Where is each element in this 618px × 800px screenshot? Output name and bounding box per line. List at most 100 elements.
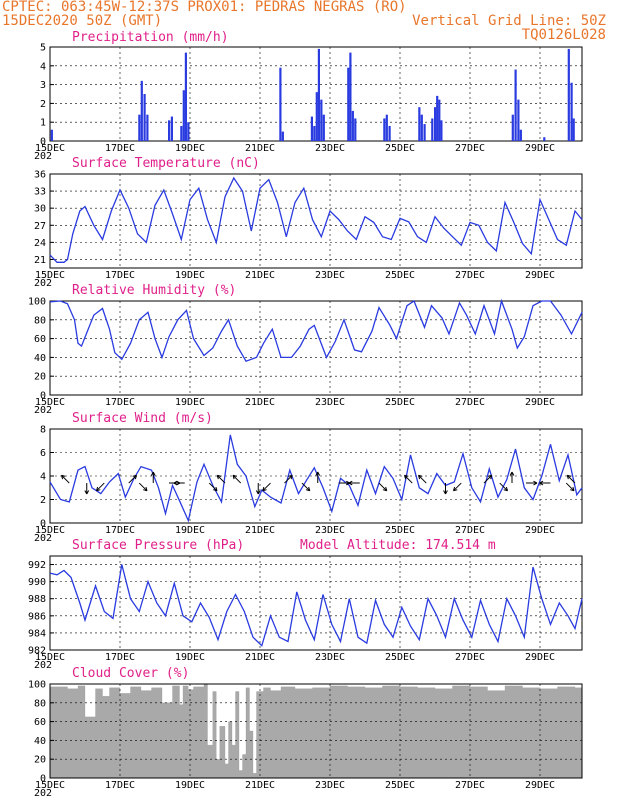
precip-ytick-label: 2 <box>40 99 46 110</box>
precip-bar <box>140 80 143 141</box>
cloud-xtick-label: 17DEC <box>105 780 135 791</box>
precip-bar <box>146 114 149 141</box>
rh-ytick-label: 20 <box>34 372 46 383</box>
wind-ytick-label: 4 <box>40 472 46 483</box>
pressure-model-altitude: Model Altitude: 174.514 m <box>300 538 496 553</box>
precip-bar <box>320 99 323 141</box>
rh-ytick-label: 80 <box>34 315 46 326</box>
wind-vector-arrow <box>509 471 515 484</box>
pressure-title: Surface Pressure (hPa) <box>72 538 244 553</box>
precip-bar <box>570 82 573 141</box>
wind-vector-arrow <box>60 474 70 484</box>
precip-bar <box>420 114 423 141</box>
wind-vector-arrow <box>138 482 148 492</box>
precip-bar <box>180 125 183 141</box>
precip-bar <box>322 114 325 141</box>
temp-xtick-label: 21DEC <box>245 270 275 281</box>
precip-bar <box>50 129 53 141</box>
cloud-title: Cloud Cover (%) <box>72 666 189 681</box>
wind-ytick-label: 2 <box>40 495 46 506</box>
precip-xtick-label: 17DEC <box>105 143 135 154</box>
cloud-xtick-label: 29DEC <box>525 780 555 791</box>
wind-xtick-label: 17DEC <box>105 525 135 536</box>
temp-xtick-label: 25DEC <box>385 270 415 281</box>
pressure-line <box>49 564 583 647</box>
temp-frame <box>49 173 583 269</box>
precip-ytick-label: 5 <box>40 43 46 54</box>
precip-bar <box>436 95 439 141</box>
precip-bar <box>440 120 443 141</box>
precip-bar <box>567 48 570 141</box>
pressure-ytick-label: 982 <box>28 646 46 657</box>
pressure-ytick-label: 992 <box>28 560 46 571</box>
rh-xtick-label: 21DEC <box>245 397 275 408</box>
cloud-xtick-label: 15DEC <box>35 780 65 791</box>
cloud-ytick-label: 40 <box>34 736 46 747</box>
wind-vector-arrow <box>84 483 90 495</box>
wind-ytick-label: 0 <box>40 519 46 530</box>
wind-vector-arrow <box>128 474 138 484</box>
wind-line <box>49 434 583 523</box>
precip-xtick-label: 29DEC <box>525 143 555 154</box>
precip-bar <box>519 129 522 141</box>
precip-bar <box>514 69 517 141</box>
precip-bar <box>572 118 575 141</box>
wind-vector-arrow <box>483 474 493 484</box>
wind-vector-arrow <box>216 474 226 484</box>
cloud-area <box>49 683 583 779</box>
rh-xtick-label: 23DEC <box>315 397 345 408</box>
wind-xtick-label: 29DEC <box>525 525 555 536</box>
wind-vector-arrow <box>208 482 218 492</box>
temp-year-fragment: 202 <box>34 278 52 289</box>
pressure-xtick-label: 25DEC <box>385 652 415 663</box>
wind-xtick-label: 21DEC <box>245 525 275 536</box>
precip-bar <box>184 52 187 141</box>
cloud-xtick-label: 23DEC <box>315 780 345 791</box>
temp-xtick-label: 17DEC <box>105 270 135 281</box>
wind-vector-arrow <box>348 480 360 486</box>
wind-xtick-label: 23DEC <box>315 525 345 536</box>
precip-bar <box>317 48 320 141</box>
rh-ytick-label: 40 <box>34 353 46 364</box>
precip-bar <box>511 114 514 141</box>
temp-xtick-label: 27DEC <box>455 270 485 281</box>
header-model-id: TQ0126L028 <box>522 27 606 43</box>
precip-bar <box>279 67 282 141</box>
precip-bar <box>388 125 391 141</box>
temp-xtick-label: 19DEC <box>175 270 205 281</box>
wind-xtick-label: 19DEC <box>175 525 205 536</box>
wind-vector-arrow <box>417 474 427 484</box>
rh-xtick-label: 27DEC <box>455 397 485 408</box>
precip-bar <box>354 118 357 141</box>
wind-vector-arrow <box>378 482 388 492</box>
cloud-ytick-label: 0 <box>40 774 46 785</box>
precip-xtick-label: 23DEC <box>315 143 345 154</box>
precip-xtick-label: 25DEC <box>385 143 415 154</box>
wind-vector-arrow <box>566 474 576 484</box>
pressure-xtick-label: 23DEC <box>315 652 345 663</box>
precip-ytick-label: 4 <box>40 61 46 72</box>
pressure-xtick-label: 29DEC <box>525 652 555 663</box>
wind-vector-arrow <box>173 480 185 486</box>
rh-xtick-label: 25DEC <box>385 397 415 408</box>
wind-xtick-label: 27DEC <box>455 525 485 536</box>
rh-line <box>49 298 583 362</box>
precip-bar <box>418 107 421 141</box>
precip-ytick-label: 1 <box>40 118 46 129</box>
rh-ytick-label: 0 <box>40 391 46 402</box>
precip-bar <box>281 131 284 141</box>
wind-vector-arrow <box>539 480 551 486</box>
wind-year-fragment: 202 <box>34 533 52 544</box>
precip-bar <box>385 114 388 141</box>
cloud-ytick-label: 100 <box>28 680 46 691</box>
header-grid-line-note: Vertical Grid Line: 50Z <box>412 13 606 29</box>
precip-bar <box>143 94 146 141</box>
precip-bar <box>170 116 173 141</box>
precip-bar <box>313 125 316 141</box>
precip-bar <box>310 116 313 141</box>
pressure-year-fragment: 202 <box>34 660 52 671</box>
pressure-ytick-label: 988 <box>28 594 46 605</box>
temp-ytick-label: 30 <box>34 204 46 215</box>
pressure-xtick-label: 27DEC <box>455 652 485 663</box>
